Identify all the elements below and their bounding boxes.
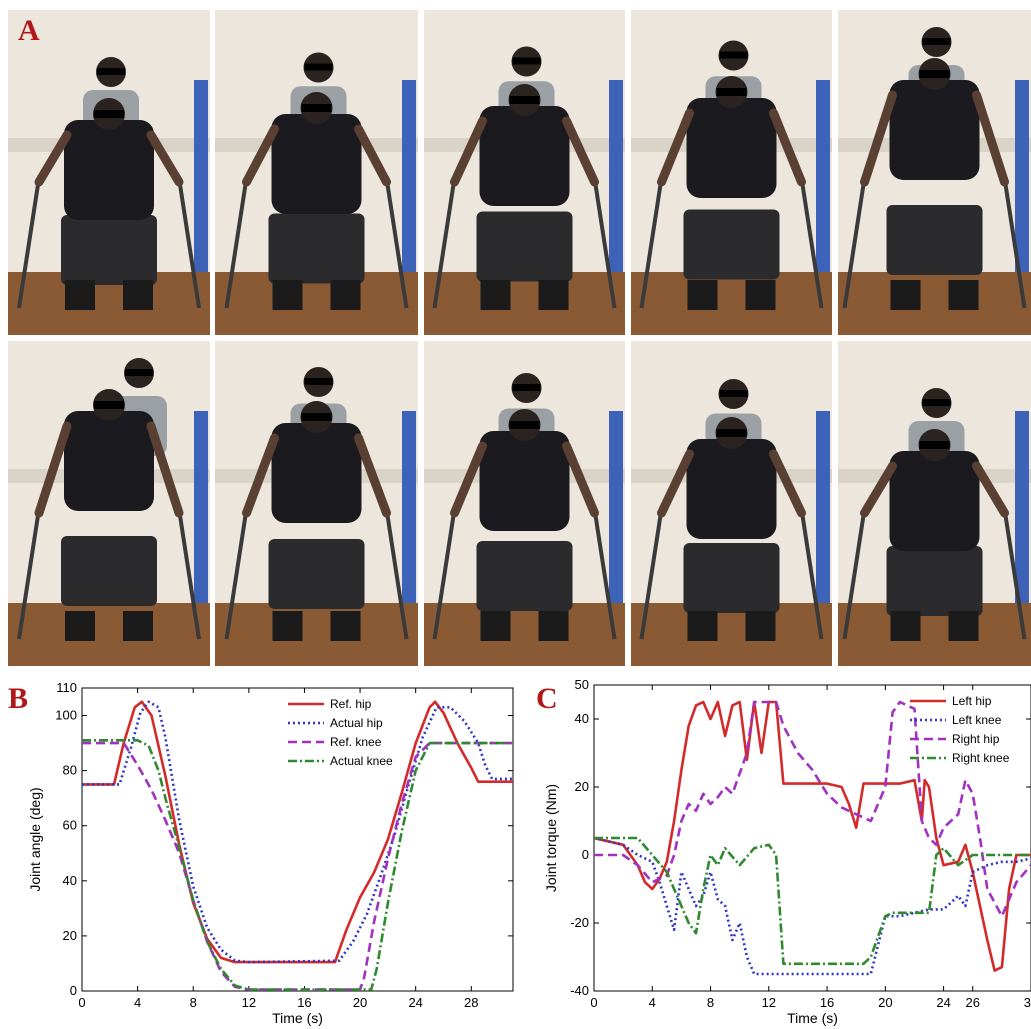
y-axis-label: Joint angle (deg) (27, 787, 43, 891)
x-tick-label: 26 (965, 995, 979, 1010)
exoskeleton-photo-frame (424, 10, 625, 335)
x-tick-label: 0 (590, 995, 597, 1010)
y-tick-label: -20 (570, 915, 589, 930)
panel-label-b: B (8, 682, 29, 715)
exoskeleton-photo-frame (631, 341, 832, 666)
y-tick-label: 20 (63, 928, 77, 943)
y-tick-label: -40 (570, 983, 589, 998)
x-tick-label: 4 (134, 995, 141, 1010)
x-tick-label: 20 (878, 995, 892, 1010)
y-tick-label: 60 (63, 818, 77, 833)
legend-label: Right hip (952, 732, 1000, 746)
x-tick-label: 24 (408, 995, 422, 1010)
legend-label: Ref. knee (330, 735, 382, 749)
x-tick-label: 8 (707, 995, 714, 1010)
exoskeleton-photo-frame (8, 341, 210, 666)
plot-area (593, 684, 1031, 992)
x-tick-label: 20 (353, 995, 367, 1010)
x-tick-label: 28 (464, 995, 478, 1010)
y-tick-label: 20 (575, 779, 589, 794)
x-tick-label: 24 (936, 995, 950, 1010)
legend-label: Right knee (952, 751, 1010, 765)
x-tick-label: 8 (190, 995, 197, 1010)
y-tick-label: 50 (575, 677, 589, 692)
panel-label-a: A (18, 14, 40, 47)
y-tick-label: 100 (55, 708, 77, 723)
y-tick-label: 40 (575, 711, 589, 726)
joint-angle-chart: 0 4 8 12 16 20 24 28 0 20 40 60 80 100 110 Ref. hip Actu… (27, 680, 514, 1026)
x-tick-label: 12 (242, 995, 256, 1010)
y-tick-label: 0 (70, 983, 77, 998)
exoskeleton-photo-frame (215, 341, 418, 666)
x-tick-label: 0 (78, 995, 85, 1010)
exoskeleton-photo-frame (215, 10, 418, 335)
exoskeleton-photo-frame (838, 341, 1031, 666)
series-line-actual-knee (82, 739, 513, 991)
legend-label: Actual hip (330, 716, 383, 730)
x-tick-label: 4 (649, 995, 656, 1010)
exoskeleton-photo-frame (631, 10, 832, 335)
panel-label-c: C (536, 682, 558, 715)
y-tick-label: 40 (63, 873, 77, 888)
x-tick-label: 16 (297, 995, 311, 1010)
x-axis-label: Time (s) (272, 1010, 323, 1026)
legend-label: Left hip (952, 694, 992, 708)
x-tick-label: 12 (762, 995, 776, 1010)
x-tick-label: 16 (820, 995, 834, 1010)
joint-torque-chart: 0 4 8 12 16 20 24 26 30 -40 -20 0 20 40 50 Left hip Left… (543, 677, 1031, 1026)
y-tick-label: 0 (582, 847, 589, 862)
photo-grid (8, 10, 1031, 666)
series-line-ref-knee (82, 741, 513, 991)
exoskeleton-photo-frame (424, 341, 625, 666)
legend-label: Ref. hip (330, 697, 372, 711)
x-axis-label: Time (s) (787, 1010, 838, 1026)
series-line-right-hip (594, 700, 1031, 918)
exoskeleton-photo-frame (838, 10, 1031, 335)
legend-label: Left knee (952, 713, 1002, 727)
series-line-actual-hip (82, 700, 513, 964)
y-axis-label: Joint torque (Nm) (543, 784, 559, 892)
legend-label: Actual knee (330, 754, 393, 768)
y-tick-label: 80 (63, 763, 77, 778)
series-line-ref-hip (82, 700, 513, 964)
plot-area (81, 687, 514, 992)
y-tick-label: 110 (56, 680, 77, 695)
x-tick-label: 30 (1024, 995, 1031, 1010)
series-line-right-knee (594, 836, 1031, 966)
series-line-left-hip (594, 700, 1031, 972)
exoskeleton-photo-frame (8, 10, 210, 335)
